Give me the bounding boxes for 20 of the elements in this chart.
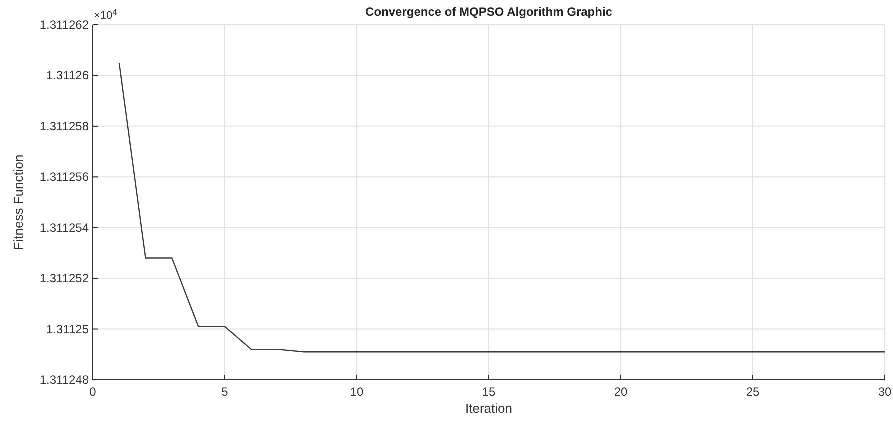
x-tick-label: 10	[350, 385, 364, 399]
y-tick-label: 1.311258	[40, 119, 90, 134]
y-tick-label: 1.311256	[40, 170, 90, 184]
x-tick-label: 20	[614, 385, 628, 399]
x-tick-label: 5	[222, 385, 229, 399]
y-tick-label: 1.31126	[46, 68, 90, 83]
x-tick-label: 30	[878, 385, 892, 399]
text: ×10$^{4}$	[94, 8, 118, 22]
chart-title: Convergence of MQPSO Algorithm Graphic	[366, 5, 613, 19]
x-tick-label: 0	[90, 385, 97, 399]
x-tick-label: 15	[482, 385, 496, 399]
y-tick-label: 1.311252	[40, 272, 90, 286]
y-axis-title: Fitness Function	[11, 154, 26, 250]
y-tick-label: 1.31125	[46, 322, 90, 336]
y-tick-label: 1.311254	[40, 220, 90, 235]
x-tick-label: 25	[746, 385, 760, 399]
y-tick-label: 1.311262	[40, 18, 90, 32]
line-series	[118, 62, 886, 353]
y-tick-label: 1.311248	[40, 373, 90, 387]
x-axis-title: Iteration	[466, 401, 512, 416]
